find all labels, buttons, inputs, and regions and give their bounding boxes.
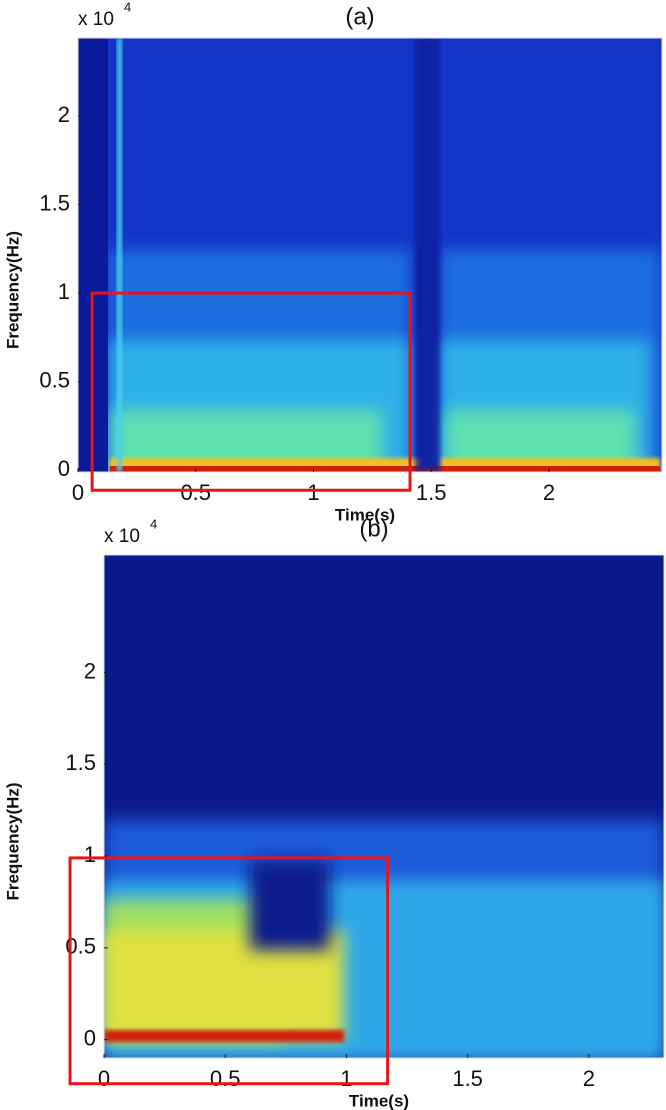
- plot-frame: [103, 554, 665, 1059]
- x-tick-label: 1.5: [452, 1066, 483, 1091]
- y-tick-label: 1: [84, 842, 96, 867]
- y-tick-label: 1.5: [39, 190, 70, 215]
- chart-title: (a): [345, 3, 374, 30]
- y-tick-label: 0.5: [39, 367, 70, 392]
- x-axis-label: Time(s): [349, 1091, 409, 1110]
- x-tick-label: 1.5: [416, 480, 447, 505]
- spectrogram-image: [104, 555, 664, 1058]
- spectrogram-image: [78, 38, 662, 472]
- y-tick-label: 1.5: [65, 750, 96, 775]
- y-axis-label: Frequency(Hz): [3, 782, 22, 900]
- x-tick-label: 1: [340, 1066, 352, 1091]
- y-tick-label: 1: [58, 279, 70, 304]
- x-tick-label: 1: [307, 480, 319, 505]
- highlight-box: [90, 291, 412, 492]
- x-axis-label: Time(s): [335, 505, 395, 524]
- x-tick-label: 0: [72, 480, 84, 505]
- y-tick-label: 2: [58, 102, 70, 127]
- y-tick-label: 0: [84, 1025, 96, 1050]
- highlight-box: [68, 856, 390, 1086]
- x-tick-label: 2: [583, 1066, 595, 1091]
- y-tick-label: 2: [84, 658, 96, 683]
- y-multiplier: x 10: [78, 9, 114, 30]
- x-tick-label: 0.5: [210, 1066, 241, 1091]
- y-multiplier: x 10: [104, 526, 140, 547]
- x-tick-label: 0: [98, 1066, 110, 1091]
- chart-title: (b): [359, 515, 388, 542]
- y-tick-label: 0: [58, 456, 70, 481]
- plot-frame: [77, 37, 663, 473]
- x-tick-label: 2: [543, 480, 555, 505]
- y-axis-label: Frequency(Hz): [3, 231, 22, 349]
- x-tick-label: 0.5: [180, 480, 211, 505]
- y-multiplier-exponent: 4: [150, 516, 157, 531]
- y-multiplier-exponent: 4: [124, 0, 131, 14]
